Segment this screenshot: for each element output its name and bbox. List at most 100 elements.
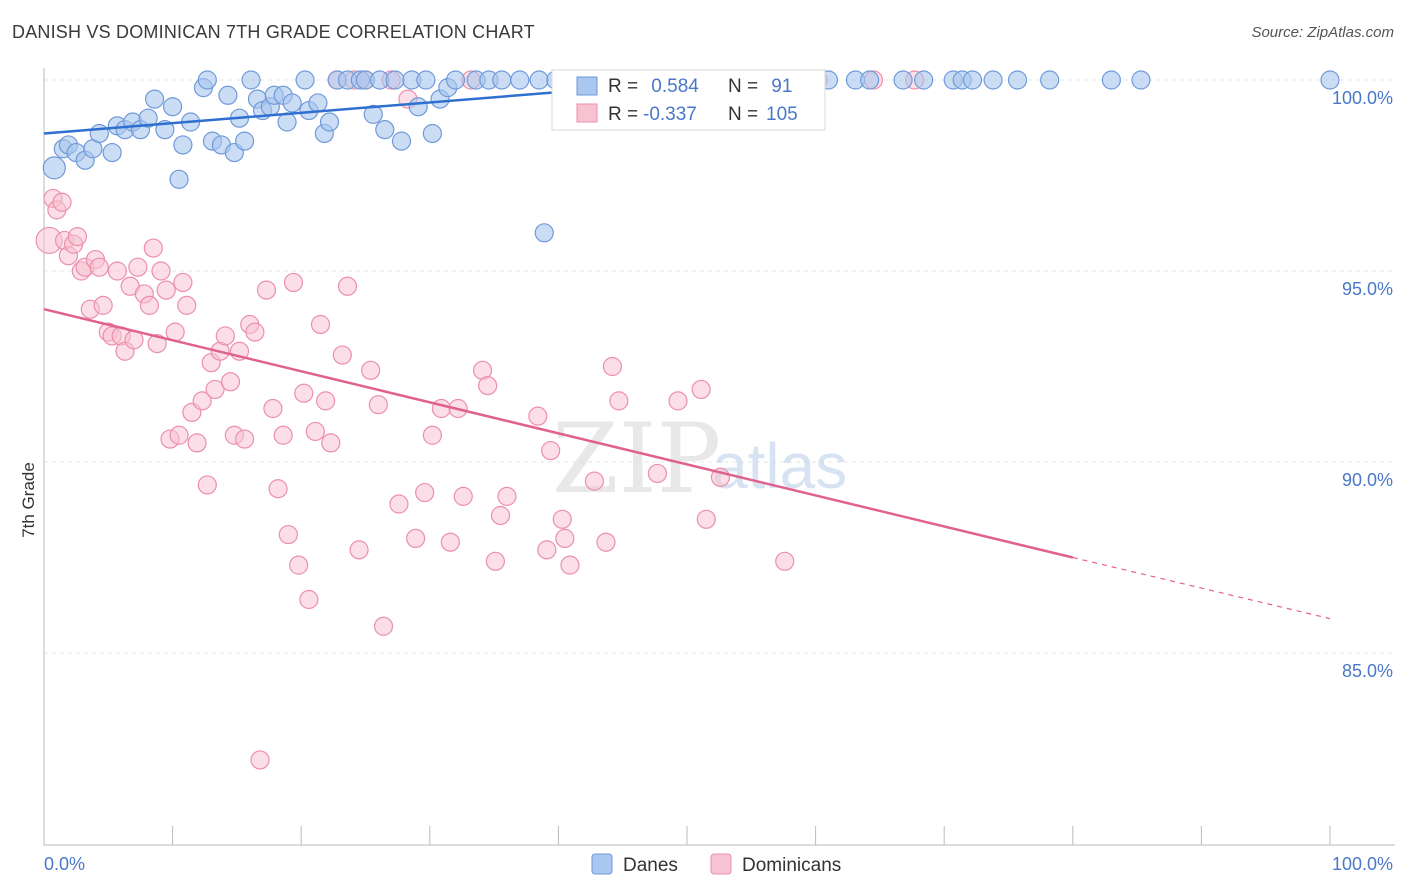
- y-tick-label: 95.0%: [1342, 279, 1393, 299]
- dominicans-point: [775, 551, 795, 571]
- danes-point: [1320, 70, 1340, 90]
- danes-point: [235, 131, 255, 151]
- danes-point: [1131, 70, 1151, 90]
- dominicans-point: [373, 616, 394, 636]
- watermark-atlas: atlas: [712, 430, 847, 502]
- dominicans-r-label: R =: [608, 104, 638, 125]
- dominicans-point: [107, 261, 127, 281]
- danes-point: [138, 108, 158, 128]
- danes-point: [144, 89, 165, 109]
- dominicans-point: [431, 398, 451, 419]
- dominicans-point: [361, 360, 381, 380]
- danes-point: [914, 70, 934, 90]
- danes-point: [529, 70, 549, 90]
- dominicans-point: [305, 421, 325, 442]
- dominicans-point: [490, 505, 511, 526]
- x-tick-label: 0.0%: [44, 854, 85, 874]
- dominicans-point: [173, 272, 193, 293]
- dominicans-point: [422, 425, 442, 445]
- danes-point: [983, 70, 1003, 90]
- danes-point: [408, 97, 428, 117]
- dominicans-point: [310, 314, 331, 335]
- legend-dominicans-label: Dominicans: [742, 855, 841, 876]
- gridlines: [44, 79, 1395, 654]
- dominicans-point: [485, 551, 505, 571]
- dominicans-point: [497, 486, 517, 506]
- dominicans-point: [89, 257, 109, 277]
- tick-labels: 85.0% 90.0% 95.0% 100.0% 0.0% 100.0%: [44, 88, 1393, 874]
- danes-r-value: 0.584: [646, 76, 699, 97]
- dominicans-point: [691, 379, 711, 400]
- danes-point: [89, 123, 109, 144]
- legend-dominicans-swatch: [710, 853, 732, 875]
- dominicans-point: [205, 379, 225, 400]
- dominicans-point: [560, 555, 580, 575]
- danes-n-value: 91: [766, 76, 792, 97]
- danes-point: [860, 70, 880, 90]
- dominicans-point: [197, 475, 217, 495]
- dominicans-point: [584, 471, 605, 491]
- danes-point: [218, 85, 238, 105]
- dominicans-point: [696, 509, 716, 529]
- chart-title: DANISH VS DOMINICAN 7TH GRADE CORRELATIO…: [12, 22, 535, 42]
- y-axis-label: 7th Grade: [19, 462, 38, 538]
- watermark: ZIP atlas: [552, 403, 847, 515]
- danes-point: [445, 70, 466, 90]
- danes-point: [197, 70, 217, 90]
- dominicans-point: [389, 494, 409, 514]
- dominicans-point: [321, 433, 341, 453]
- dominicans-point: [52, 192, 72, 212]
- legend-danes-swatch: [591, 853, 613, 875]
- dominicans-point: [250, 750, 270, 770]
- dominicans-point: [478, 376, 498, 396]
- dominicans-points: [35, 70, 925, 770]
- dominicans-point: [555, 528, 575, 549]
- danes-point: [282, 93, 302, 113]
- danes-point: [510, 70, 530, 90]
- dominicans-point: [278, 524, 298, 545]
- stats-legend: R = 0.584 N = 91 R = -0.337 N = 105: [551, 69, 826, 131]
- dominicans-point: [187, 433, 207, 453]
- dominicans-point: [289, 555, 309, 575]
- dominicans-point: [147, 333, 167, 354]
- dominicans-point: [139, 295, 160, 315]
- dominicans-trend-extension: [1072, 556, 1331, 620]
- y-tick-label: 100.0%: [1332, 88, 1393, 108]
- dominicans-point: [143, 238, 163, 258]
- dominicans-n-value: 105: [766, 104, 798, 125]
- dominicans-point: [552, 509, 572, 529]
- danes-swatch: [576, 76, 598, 96]
- dominicans-point: [177, 295, 197, 315]
- dominicans-point: [256, 280, 277, 300]
- danes-point: [893, 70, 913, 90]
- danes-point: [375, 120, 395, 140]
- dominicans-point: [93, 295, 113, 315]
- danes-point: [42, 156, 66, 180]
- dominicans-point: [128, 257, 148, 277]
- danes-points: [42, 70, 1340, 243]
- danes-point: [363, 104, 383, 124]
- dominicans-point: [299, 589, 319, 610]
- dominicans-point: [192, 391, 212, 411]
- dominicans-point: [647, 463, 668, 484]
- danes-point: [391, 131, 412, 151]
- x-tick-label: 100.0%: [1332, 854, 1393, 874]
- danes-point: [385, 70, 405, 90]
- legend-danes-label: Danes: [623, 855, 678, 876]
- dominicans-point: [337, 276, 358, 296]
- dominicans-point: [602, 356, 623, 377]
- dominicans-point: [263, 398, 283, 419]
- dominicans-point: [283, 272, 304, 293]
- dominicans-point: [668, 391, 688, 411]
- dominicans-point: [316, 391, 336, 411]
- y-tick-label: 85.0%: [1342, 661, 1393, 681]
- danes-point: [416, 70, 436, 90]
- dominicans-point: [596, 532, 616, 552]
- dominicans-point: [406, 528, 426, 549]
- danes-point: [492, 70, 512, 90]
- dominicans-point: [440, 532, 460, 552]
- dominicans-point: [169, 425, 189, 445]
- source-credit: Source: ZipAtlas.com: [1251, 24, 1394, 41]
- series-legend: Danes Dominicans: [591, 853, 841, 876]
